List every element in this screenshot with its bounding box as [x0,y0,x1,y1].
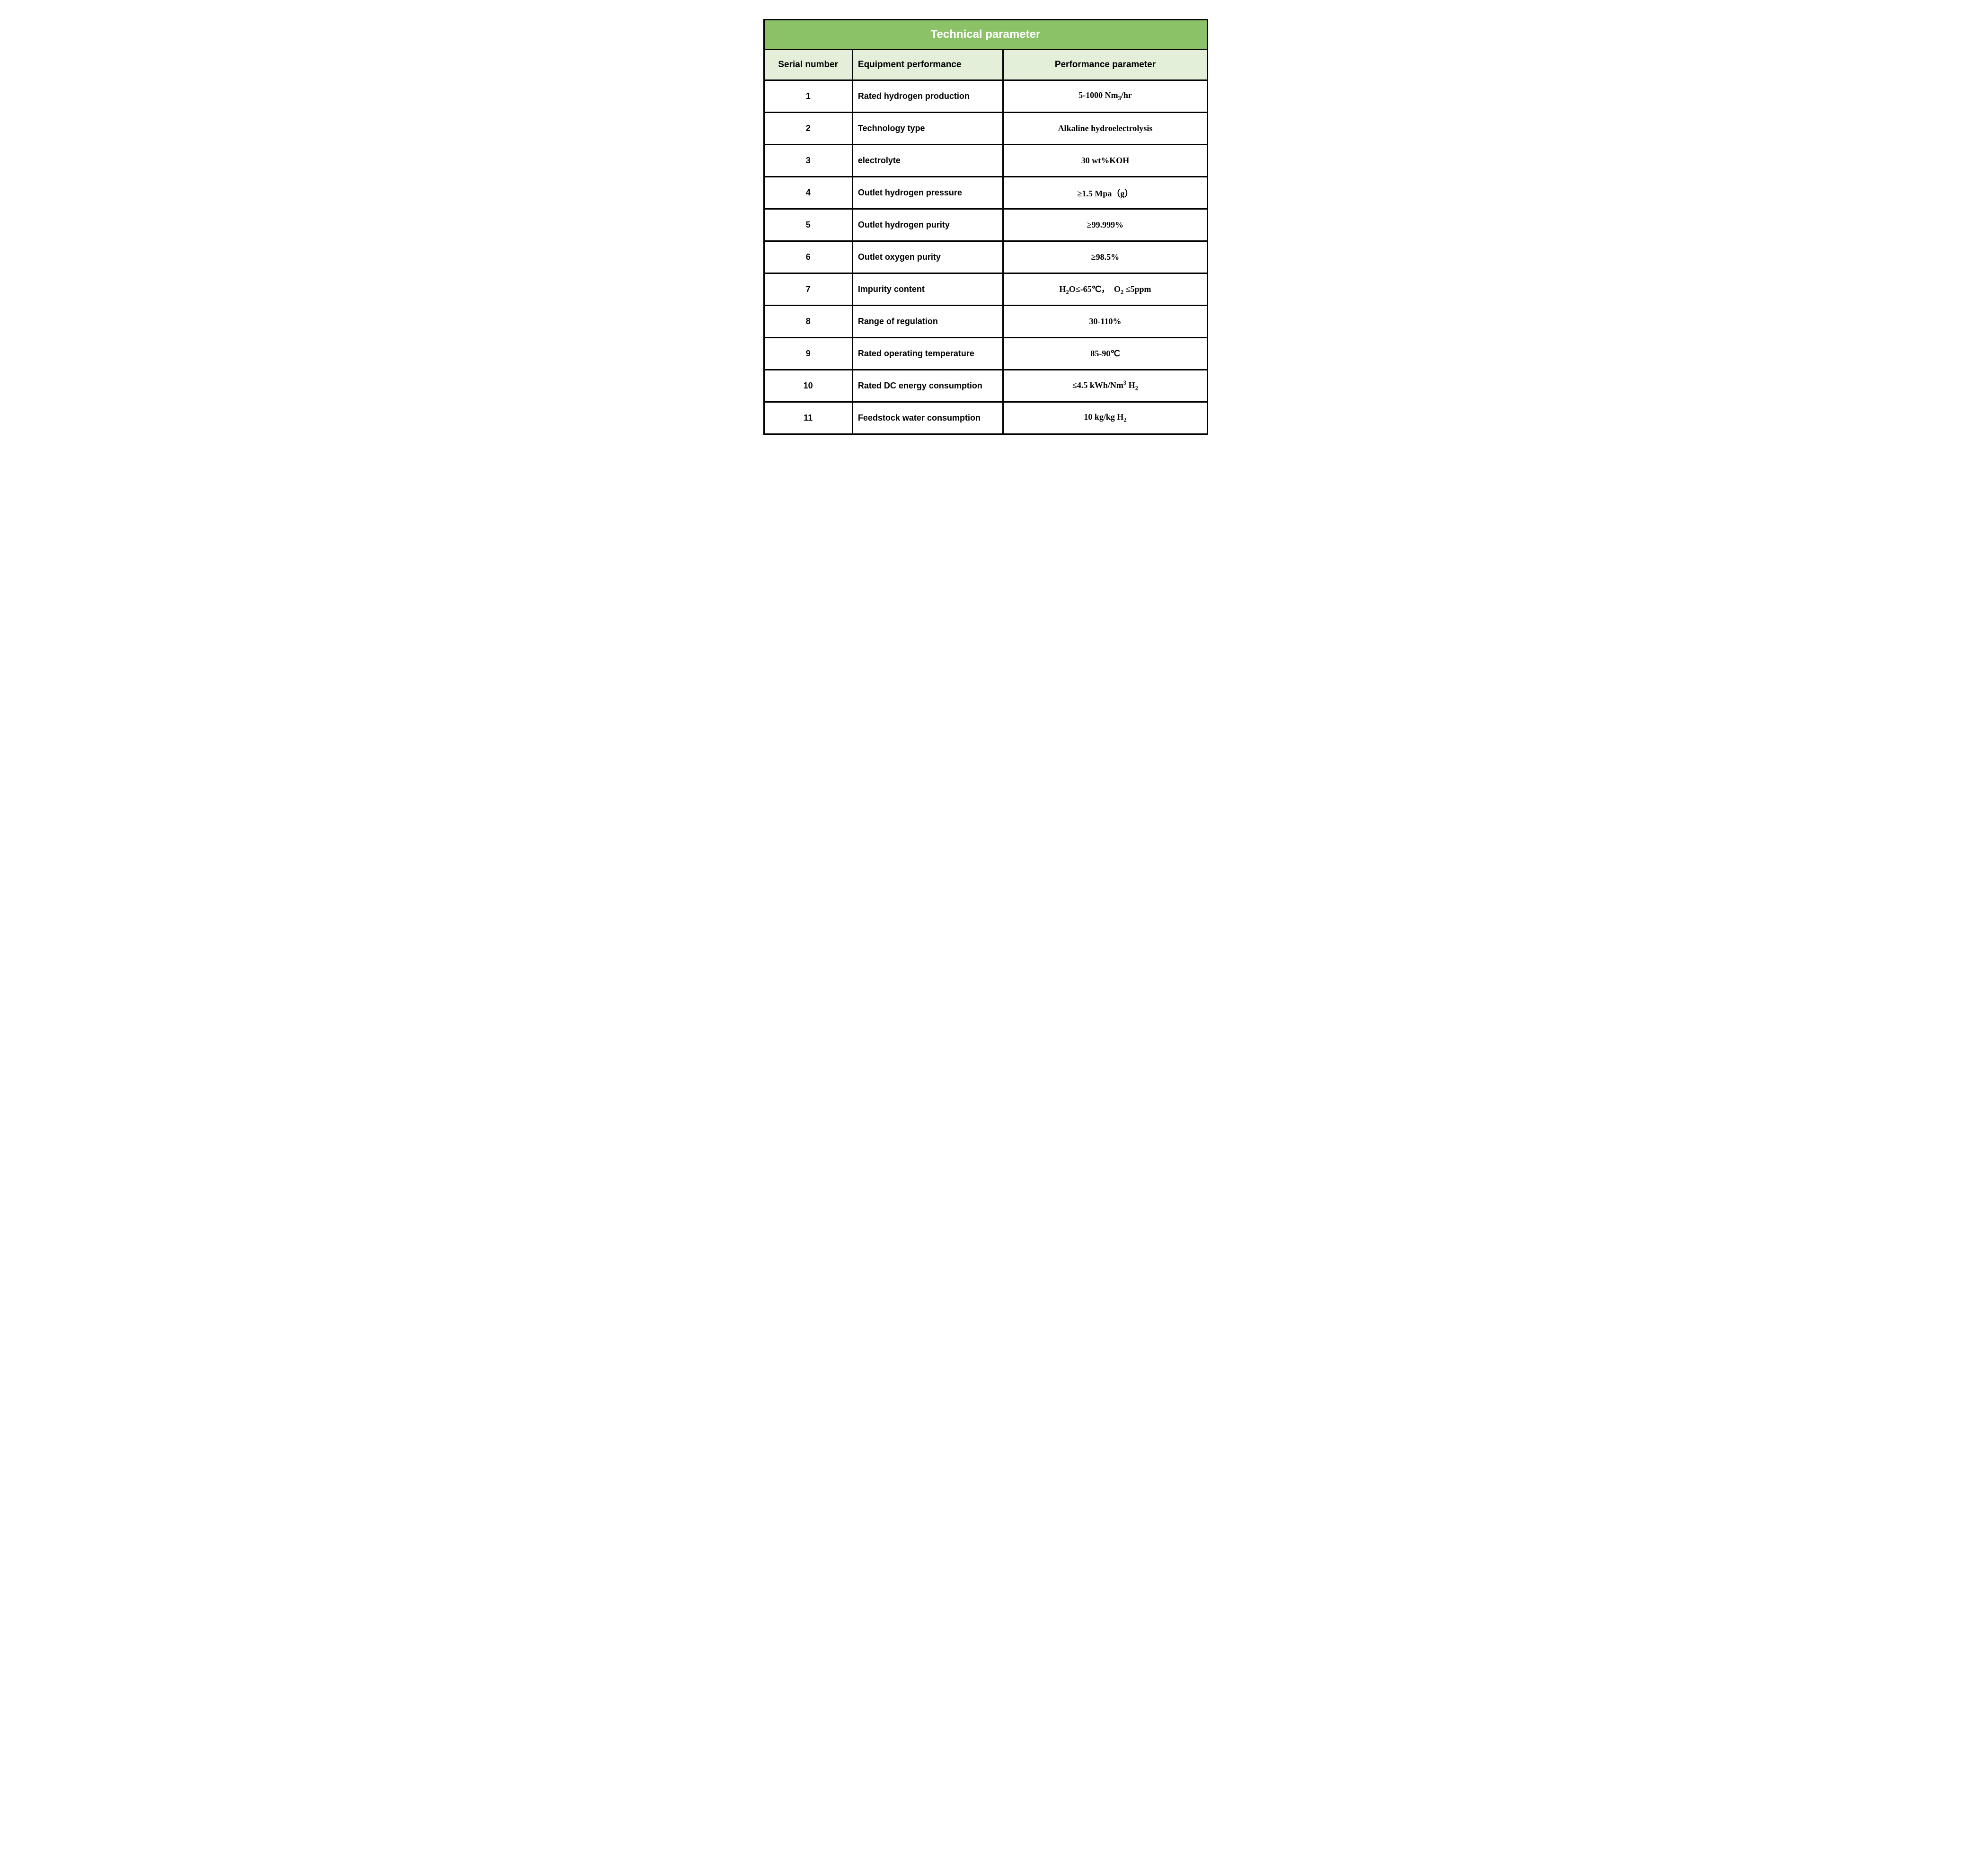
table-row: 8Range of regulation30-110% [764,306,1207,338]
table-row: 3electrolyte30 wt%KOH [764,145,1207,177]
cell-serial-number: 10 [764,370,852,402]
cell-performance-parameter: ≥98.5% [1003,241,1207,273]
table-title: Technical parameter [764,20,1207,50]
cell-performance-parameter: 30 wt%KOH [1003,145,1207,177]
table-row: 2Technology typeAlkaline hydroelectrolys… [764,113,1207,145]
cell-serial-number: 7 [764,273,852,306]
table-row: 4Outlet hydrogen pressure≥1.5 Mpa（g） [764,177,1207,209]
cell-serial-number: 6 [764,241,852,273]
table-row: 5Outlet hydrogen purity≥99.999% [764,209,1207,241]
cell-equipment-performance: Technology type [852,113,1003,145]
cell-performance-parameter: 5-1000 Nm3/hr [1003,80,1207,113]
cell-serial-number: 3 [764,145,852,177]
header-serial-number: Serial number [764,50,852,80]
table-body: 1Rated hydrogen production5-1000 Nm3/hr2… [764,80,1207,434]
cell-performance-parameter: 85-90℃ [1003,338,1207,370]
cell-performance-parameter: ≥1.5 Mpa（g） [1003,177,1207,209]
cell-serial-number: 2 [764,113,852,145]
cell-performance-parameter: ≤4.5 kWh/Nm3 H2 [1003,370,1207,402]
cell-serial-number: 9 [764,338,852,370]
cell-serial-number: 5 [764,209,852,241]
cell-equipment-performance: Outlet hydrogen purity [852,209,1003,241]
table-header-row: Serial number Equipment performance Perf… [764,50,1207,80]
cell-performance-parameter: 10 kg/kg H2 [1003,402,1207,434]
cell-performance-parameter: ≥99.999% [1003,209,1207,241]
table-row: 10Rated DC energy consumption≤4.5 kWh/Nm… [764,370,1207,402]
table-row: 11Feedstock water consumption10 kg/kg H2 [764,402,1207,434]
cell-equipment-performance: Rated DC energy consumption [852,370,1003,402]
table-row: 6Outlet oxygen purity≥98.5% [764,241,1207,273]
cell-serial-number: 11 [764,402,852,434]
table-row: 1Rated hydrogen production5-1000 Nm3/hr [764,80,1207,113]
cell-equipment-performance: Feedstock water consumption [852,402,1003,434]
cell-equipment-performance: Outlet oxygen purity [852,241,1003,273]
header-equipment-performance: Equipment performance [852,50,1003,80]
table-row: 7Impurity contentH2O≤-65℃， O2 ≤5ppm [764,273,1207,306]
cell-serial-number: 8 [764,306,852,338]
cell-performance-parameter: 30-110% [1003,306,1207,338]
technical-parameter-table-container: Technical parameter Serial number Equipm… [763,19,1208,435]
table-row: 9Rated operating temperature85-90℃ [764,338,1207,370]
cell-equipment-performance: Range of regulation [852,306,1003,338]
table-title-row: Technical parameter [764,20,1207,50]
cell-serial-number: 1 [764,80,852,113]
header-performance-parameter: Performance parameter [1003,50,1207,80]
technical-parameter-table: Technical parameter Serial number Equipm… [763,19,1208,435]
cell-equipment-performance: Outlet hydrogen pressure [852,177,1003,209]
cell-performance-parameter: H2O≤-65℃， O2 ≤5ppm [1003,273,1207,306]
cell-serial-number: 4 [764,177,852,209]
cell-equipment-performance: Rated operating temperature [852,338,1003,370]
cell-equipment-performance: Rated hydrogen production [852,80,1003,113]
cell-equipment-performance: Impurity content [852,273,1003,306]
cell-equipment-performance: electrolyte [852,145,1003,177]
cell-performance-parameter: Alkaline hydroelectrolysis [1003,113,1207,145]
